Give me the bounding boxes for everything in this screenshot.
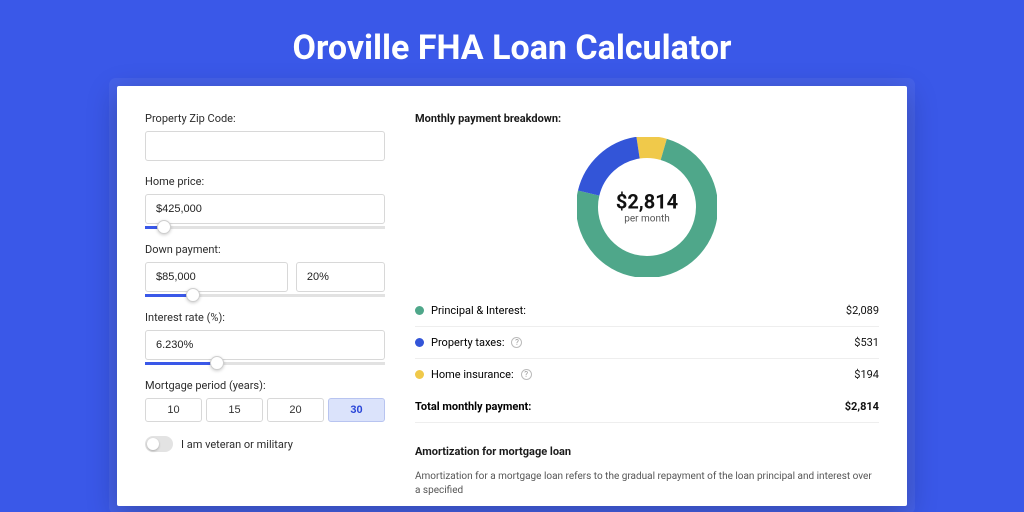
breakdown-row: Home insurance:? $194 (415, 359, 879, 390)
home-price-input[interactable] (145, 194, 385, 224)
breakdown-label: Principal & Interest: (431, 304, 526, 317)
total-label: Total monthly payment: (415, 400, 531, 413)
down-payment-label: Down payment: (145, 243, 385, 256)
donut-segment (638, 147, 664, 149)
calculator-card: Property Zip Code: Home price: Down paym… (117, 86, 907, 506)
breakdown-value: $531 (854, 336, 879, 349)
total-value: $2,814 (845, 400, 879, 413)
zip-field-group: Property Zip Code: (145, 112, 385, 161)
info-icon[interactable]: ? (521, 369, 532, 380)
veteran-toggle-row: I am veteran or military (145, 436, 385, 452)
interest-rate-input[interactable] (145, 330, 385, 360)
down-payment-slider[interactable] (145, 294, 385, 297)
amortization-section: Amortization for mortgage loan Amortizat… (415, 445, 879, 498)
mortgage-period-field-group: Mortgage period (years): 10152030 (145, 379, 385, 422)
donut-subtitle: per month (616, 214, 678, 225)
legend-dot (415, 338, 424, 347)
amortization-text: Amortization for a mortgage loan refers … (415, 470, 879, 498)
breakdown-value: $2,089 (846, 304, 879, 317)
home-price-label: Home price: (145, 175, 385, 188)
breakdown-row: Principal & Interest: $2,089 (415, 295, 879, 327)
down-payment-amount-input[interactable] (145, 262, 288, 292)
mortgage-period-option-15[interactable]: 15 (206, 398, 263, 422)
mortgage-period-label: Mortgage period (years): (145, 379, 385, 392)
breakdown-title: Monthly payment breakdown: (415, 112, 879, 125)
amortization-title: Amortization for mortgage loan (415, 445, 879, 458)
breakdown-column: Monthly payment breakdown: $2,814 per mo… (415, 112, 879, 506)
breakdown-value: $194 (854, 368, 879, 381)
veteran-toggle[interactable] (145, 436, 173, 452)
form-column: Property Zip Code: Home price: Down paym… (145, 112, 385, 506)
donut-chart: $2,814 per month (415, 137, 879, 277)
info-icon[interactable]: ? (511, 337, 522, 348)
zip-input[interactable] (145, 131, 385, 161)
page-title: Oroville FHA Loan Calculator (0, 0, 1024, 86)
zip-label: Property Zip Code: (145, 112, 385, 125)
breakdown-label: Property taxes: (431, 336, 504, 349)
interest-rate-slider[interactable] (145, 362, 385, 365)
home-price-field-group: Home price: (145, 175, 385, 229)
mortgage-period-option-30[interactable]: 30 (328, 398, 385, 422)
breakdown-row: Property taxes:? $531 (415, 327, 879, 359)
legend-dot (415, 370, 424, 379)
donut-amount: $2,814 (616, 190, 678, 214)
down-payment-field-group: Down payment: (145, 243, 385, 297)
donut-center: $2,814 per month (616, 190, 678, 225)
breakdown-label: Home insurance: (431, 368, 514, 381)
interest-rate-field-group: Interest rate (%): (145, 311, 385, 365)
legend-dot (415, 306, 424, 315)
total-row: Total monthly payment: $2,814 (415, 390, 879, 423)
interest-rate-label: Interest rate (%): (145, 311, 385, 324)
down-payment-percent-input[interactable] (296, 262, 385, 292)
mortgage-period-option-20[interactable]: 20 (267, 398, 324, 422)
donut-segment (589, 148, 638, 193)
home-price-slider[interactable] (145, 226, 385, 229)
veteran-label: I am veteran or military (181, 438, 293, 451)
mortgage-period-option-10[interactable]: 10 (145, 398, 202, 422)
